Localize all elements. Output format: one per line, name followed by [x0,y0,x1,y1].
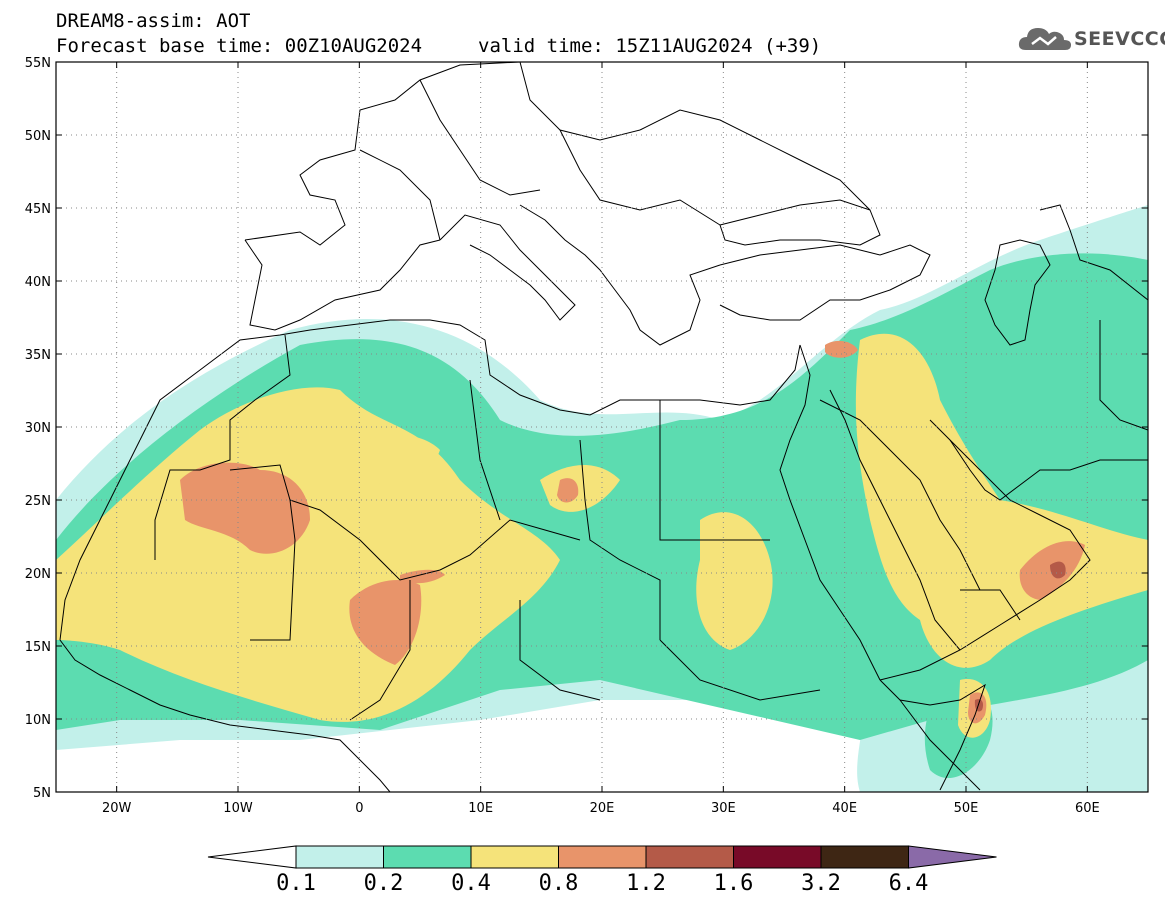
colorbar-swatch [733,845,822,869]
lat-tick-label: 10N [25,713,51,728]
lat-tick-label: 55N [25,56,51,71]
colorbar-swatch [645,845,734,869]
colorbar-label: 0.1 [276,871,316,896]
cloud-icon [1018,28,1071,50]
coastline [519,204,721,346]
lon-tick-label: 0 [355,801,363,816]
colorbar-label: 6.4 [889,871,929,896]
border [154,334,291,560]
aot-band-0.4 [855,333,1148,668]
coastline [139,319,801,441]
colorbar-swatch [820,845,909,869]
border [469,379,501,521]
border [359,149,441,241]
aot-band-0.4 [340,435,440,484]
lat-tick-label: 15N [25,640,51,655]
coastline [59,439,391,792]
aot-band-0.8 [180,462,310,554]
colorbar-swatch [558,845,647,869]
border [960,589,1021,621]
lat-tick-label: 20N [25,567,51,582]
coastlines-and-borders [59,62,1148,792]
border [639,109,871,211]
coastline [829,389,961,651]
graticule [56,62,1148,792]
colorbar-swatch [383,845,472,869]
colorbar-low-arrow [207,845,297,869]
coastline [779,344,881,681]
lat-tick-label: 50N [25,129,51,144]
border [419,79,541,196]
lat-tick-label: 5N [33,786,51,801]
aot-colorbar: 0.1 0.2 0.4 0.8 1.2 1.6 3.2 6.4 [207,845,997,896]
colorbar-swatch [295,845,384,869]
colorbar-label: 0.4 [451,871,491,896]
map-title: DREAM8-assim: AOT [56,10,251,32]
coastline [719,244,931,321]
colorbar-high-arrow [908,845,997,869]
border [289,499,581,581]
aot-contour-fields [56,205,1148,792]
border [519,600,601,701]
aot-band-1.2 [1050,561,1066,579]
border [659,639,821,701]
map-subtitle: Forecast base time: 00Z10AUG2024 valid ti… [56,35,821,57]
lon-tick-label: 50E [954,801,979,816]
border [819,399,981,591]
lon-tick-label: 60E [1075,801,1100,816]
longitude-axis: 20W 10W 0 10E 20E 30E 40E 50E 60E [102,62,1100,816]
colorbar-label: 0.2 [364,871,404,896]
lon-tick-label: 30E [711,801,736,816]
coastline [879,679,986,791]
border [579,439,661,640]
lon-tick-label: 10E [468,801,493,816]
border [1039,204,1148,301]
coastline [244,239,441,331]
colorbar-swatch [470,845,559,869]
lat-tick-label: 40N [25,275,51,290]
latitude-axis: 55N 50N 45N 40N 35N 30N 25N 20N 15N 10N 5N [25,56,1148,801]
border [519,62,641,141]
coastline [719,199,881,246]
border [559,129,721,226]
aot-band-0.4 [696,512,773,650]
valid-time: valid time: 15Z11AUG2024 (+39) [478,35,822,57]
border [349,580,411,721]
aot-band-0.4 [56,387,560,722]
lon-tick-label: 10W [223,801,253,816]
lon-tick-label: 20E [590,801,615,816]
aot-band-0.4 [540,465,620,512]
lat-tick-label: 45N [25,202,51,217]
border [1099,320,1148,431]
border [659,400,770,541]
coastline [984,239,1051,346]
coastline [439,214,576,321]
colorbar-label: 1.2 [626,871,666,896]
forecast-base-time: Forecast base time: 00Z10AUG2024 [56,35,423,57]
aot-band-0.8 [825,340,858,358]
colorbar-label: 0.8 [539,871,579,896]
seevccc-logo: SEEVCCC [1018,22,1165,56]
colorbar-label: 3.2 [801,871,841,896]
colorbar-label: 1.6 [714,871,754,896]
border [899,699,981,791]
border [229,464,296,641]
lon-tick-label: 20W [102,801,132,816]
aot-band-0.8 [349,580,422,665]
aot-band-0.8 [557,478,579,503]
coastline [244,62,521,246]
lon-tick-label: 40E [832,801,857,816]
logo-text: SEEVCCC [1074,28,1165,50]
lat-tick-label: 25N [25,494,51,509]
lat-tick-label: 30N [25,421,51,436]
coastline [949,439,1148,501]
lat-tick-label: 35N [25,348,51,363]
